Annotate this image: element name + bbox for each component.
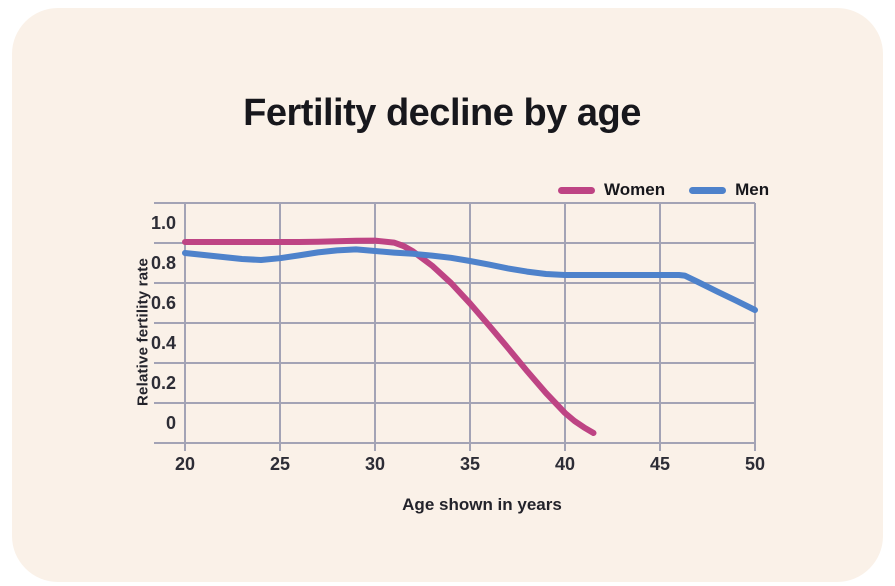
x-tick-label: 20 bbox=[174, 454, 196, 474]
legend-label-men: Men bbox=[735, 180, 770, 199]
y-tick-label: 0.4 bbox=[150, 333, 176, 353]
x-axis-title: Age shown in years bbox=[402, 495, 562, 514]
legend-item-women: Women bbox=[558, 180, 665, 200]
women-line-swatch bbox=[558, 186, 595, 194]
men-line-swatch bbox=[689, 186, 727, 194]
x-tick-label: 35 bbox=[459, 454, 481, 474]
x-tick-label: 50 bbox=[744, 454, 766, 474]
chart-card: Fertility decline by age Women Men Relat… bbox=[12, 8, 883, 582]
legend-item-men: Men bbox=[689, 180, 769, 200]
chart-title: Fertility decline by age bbox=[243, 92, 641, 134]
x-tick-label: 25 bbox=[269, 454, 291, 474]
legend-label-women: Women bbox=[604, 180, 666, 199]
legend: Women Men bbox=[558, 179, 769, 201]
y-tick-label: 1.0 bbox=[150, 213, 176, 233]
y-tick-label: 0.8 bbox=[150, 253, 176, 273]
x-tick-label: 45 bbox=[649, 454, 671, 474]
y-tick-label: 0.6 bbox=[150, 293, 176, 313]
x-tick-label: 40 bbox=[554, 454, 576, 474]
men-line bbox=[182, 246, 758, 313]
x-tick-label: 30 bbox=[364, 454, 386, 474]
y-tick-label: 0.2 bbox=[150, 373, 176, 393]
y-tick-label: 0 bbox=[165, 413, 176, 433]
women-line bbox=[182, 237, 597, 436]
